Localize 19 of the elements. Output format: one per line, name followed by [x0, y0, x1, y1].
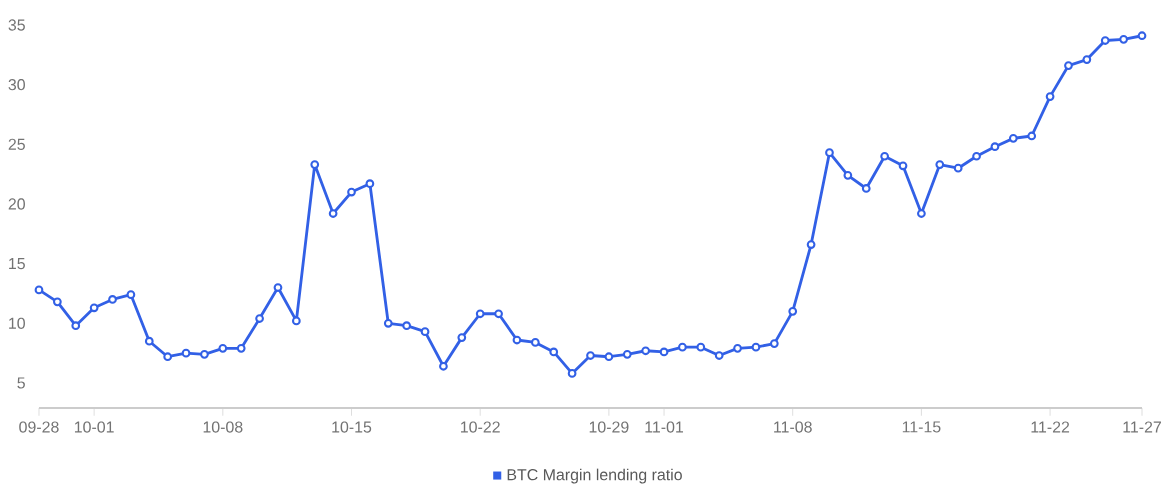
x-tick-label: 10-29: [589, 421, 629, 433]
x-tick-label: 11-01: [645, 421, 684, 433]
x-tick-label: 09-28: [19, 421, 59, 433]
y-tick-label: 30: [8, 79, 25, 91]
legend-label: BTC Margin lending ratio: [507, 468, 682, 484]
y-tick-label: 25: [8, 138, 25, 150]
y-tick-label: 5: [17, 377, 25, 389]
y-tick-label: 35: [8, 19, 25, 31]
x-tick-label: 10-15: [332, 421, 372, 433]
x-tick-label: 11-15: [902, 421, 941, 433]
x-tick-label: 10-08: [203, 421, 243, 433]
x-tick-label: 11-08: [774, 421, 812, 433]
y-tick-label: 15: [9, 258, 25, 270]
x-tick-label: 10-01: [74, 421, 114, 433]
y-tick-label: 20: [8, 198, 25, 210]
y-tick-label: 10: [9, 317, 25, 329]
x-tick-label: 11-27: [1123, 421, 1161, 433]
x-tick-label: 11-22: [1031, 421, 1070, 433]
x-tick-label: 10-22: [461, 421, 500, 433]
